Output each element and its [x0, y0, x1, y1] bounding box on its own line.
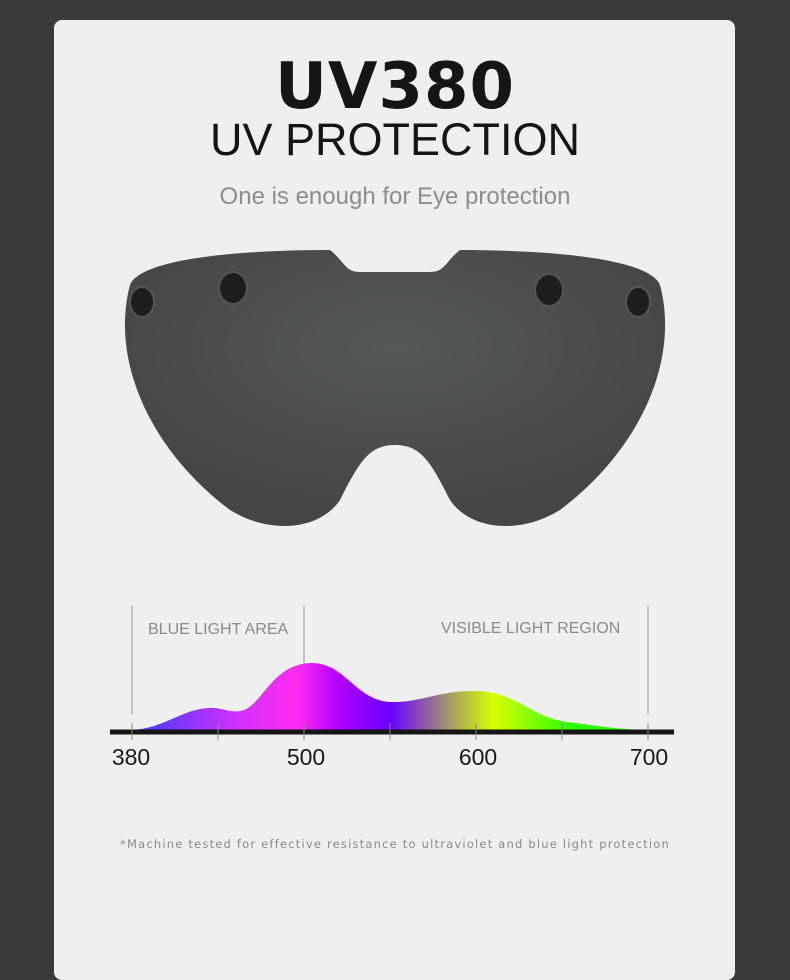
visible-light-region-label: VISIBLE LIGHT REGION	[441, 620, 621, 637]
headline: UV380	[274, 50, 516, 124]
visor-illustration	[110, 250, 674, 740]
blue-light-area-label: BLUE LIGHT AREA	[148, 621, 289, 638]
spectrum-curve	[132, 662, 648, 730]
tick-label: 600	[458, 744, 498, 770]
screw-icon	[129, 286, 155, 318]
subtitle: UV PROTECTION	[209, 114, 581, 165]
tick-label: 500	[286, 744, 326, 770]
visor-screws	[129, 271, 651, 318]
tick-label: 380	[111, 744, 151, 770]
footnote: *Machine tested for effective resistance…	[120, 837, 670, 851]
screw-icon	[625, 286, 651, 318]
screw-icon	[218, 271, 248, 305]
screw-icon	[534, 273, 564, 307]
tick-label: 700	[629, 744, 669, 770]
tagline: One is enough for Eye protection	[219, 183, 571, 210]
visor-lens	[124, 250, 666, 527]
spectrum-chart	[110, 606, 674, 740]
product-card	[54, 20, 735, 980]
